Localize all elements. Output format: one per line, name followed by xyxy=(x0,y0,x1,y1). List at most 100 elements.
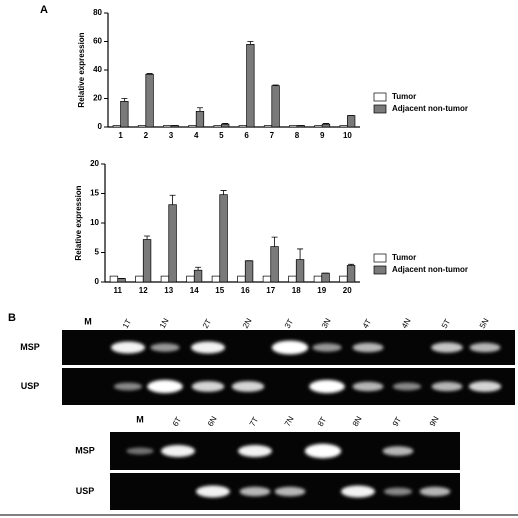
bar xyxy=(221,123,230,128)
bar xyxy=(339,125,348,128)
gel-band xyxy=(469,342,501,353)
error-bar xyxy=(297,248,304,260)
gel-band xyxy=(419,486,451,497)
lane-label: 3T xyxy=(283,317,296,330)
x-tick-label: 17 xyxy=(266,286,275,295)
lane-label: 5N xyxy=(478,317,491,331)
row-label: USP xyxy=(21,381,40,391)
bar xyxy=(270,246,279,283)
x-tick-label: 11 xyxy=(114,286,123,295)
gel-band xyxy=(309,379,345,394)
gel-band xyxy=(341,485,375,498)
x-tick-label: 6 xyxy=(244,131,249,140)
lane-label: 8N xyxy=(351,415,364,429)
gel-band xyxy=(431,381,463,392)
bar xyxy=(289,125,298,128)
bar xyxy=(195,110,205,128)
bar xyxy=(288,275,297,283)
error-bar xyxy=(196,107,203,112)
bar xyxy=(186,275,195,283)
lane-label: 4N xyxy=(400,317,413,331)
error-bar xyxy=(144,235,151,240)
bar xyxy=(263,125,273,128)
x-tick-label: 1 xyxy=(118,131,123,140)
x-tick-label: 5 xyxy=(219,131,224,140)
gel-band xyxy=(431,342,463,353)
legend-swatch xyxy=(373,265,387,275)
bar xyxy=(244,260,254,283)
row-label: MSP xyxy=(75,445,95,455)
bar xyxy=(163,125,172,128)
gel-band xyxy=(304,443,342,459)
x-tick-label: 15 xyxy=(215,286,224,295)
x-tick-label: 19 xyxy=(317,286,326,295)
legend-swatch xyxy=(373,104,387,114)
bar xyxy=(262,275,272,283)
gel-band xyxy=(161,445,195,457)
y-tick-label: 0 xyxy=(95,277,100,286)
error-bar xyxy=(121,98,128,102)
legend-label: Adjacent non-tumor xyxy=(392,265,468,274)
error-bar xyxy=(195,266,202,271)
x-tick-label: 7 xyxy=(270,131,275,140)
lane-label: 7N xyxy=(283,415,296,429)
row-label: MSP xyxy=(20,342,40,352)
lane-label: 2T xyxy=(201,317,214,330)
bar xyxy=(271,85,280,128)
gel-band xyxy=(274,486,306,497)
legend-label: Adjacent non-tumor xyxy=(392,104,468,113)
bar xyxy=(168,204,177,283)
panel-label: B xyxy=(8,312,16,324)
gel-band xyxy=(191,381,225,392)
gel-band xyxy=(271,340,309,355)
gel-band xyxy=(111,341,145,354)
y-tick-label: 20 xyxy=(93,94,102,103)
bar xyxy=(238,125,247,128)
y-tick-label: 10 xyxy=(90,218,99,227)
gel-band xyxy=(113,382,143,391)
lane-label: 9N xyxy=(428,415,441,429)
error-bar xyxy=(222,123,229,125)
lane-label: M xyxy=(136,414,144,424)
gel-band xyxy=(239,486,271,497)
lane-label: 8T xyxy=(316,415,329,428)
bar xyxy=(193,269,203,283)
legend-label: Tumor xyxy=(392,253,416,262)
bar xyxy=(347,115,356,128)
legend-swatch xyxy=(373,253,387,263)
error-bar xyxy=(247,41,254,45)
panel-label: A xyxy=(40,4,48,16)
lane-label: 6T xyxy=(171,415,184,428)
bar xyxy=(321,123,331,128)
gel-band xyxy=(191,341,225,354)
bar xyxy=(339,275,348,283)
lane-label: 3N xyxy=(320,317,333,331)
bar xyxy=(109,275,119,283)
legend-label: Tumor xyxy=(392,92,416,101)
error-bar xyxy=(220,190,227,195)
lane-label: 2N xyxy=(241,317,254,331)
lane-label: 9T xyxy=(391,415,404,428)
x-tick-label: 20 xyxy=(343,286,352,295)
lane-label: 1N xyxy=(158,317,171,331)
bar xyxy=(142,239,152,283)
gel-band xyxy=(382,446,414,456)
error-bar xyxy=(272,84,279,86)
lane-label: 1T xyxy=(121,317,134,330)
y-tick-label: 15 xyxy=(90,189,99,198)
x-tick-label: 8 xyxy=(295,131,300,140)
bar xyxy=(145,73,154,128)
bar xyxy=(246,43,255,128)
gel-band xyxy=(150,343,180,352)
gel-band xyxy=(231,381,265,392)
y-tick-label: 80 xyxy=(93,8,102,17)
bar xyxy=(117,278,126,283)
bar xyxy=(135,275,144,283)
gel-band xyxy=(238,445,272,457)
x-tick-label: 12 xyxy=(139,286,148,295)
x-tick-label: 4 xyxy=(194,131,199,140)
lane-label: 7T xyxy=(248,415,261,428)
y-tick-label: 20 xyxy=(90,159,99,168)
gel-band xyxy=(468,381,502,392)
y-tick-label: 0 xyxy=(98,122,103,131)
